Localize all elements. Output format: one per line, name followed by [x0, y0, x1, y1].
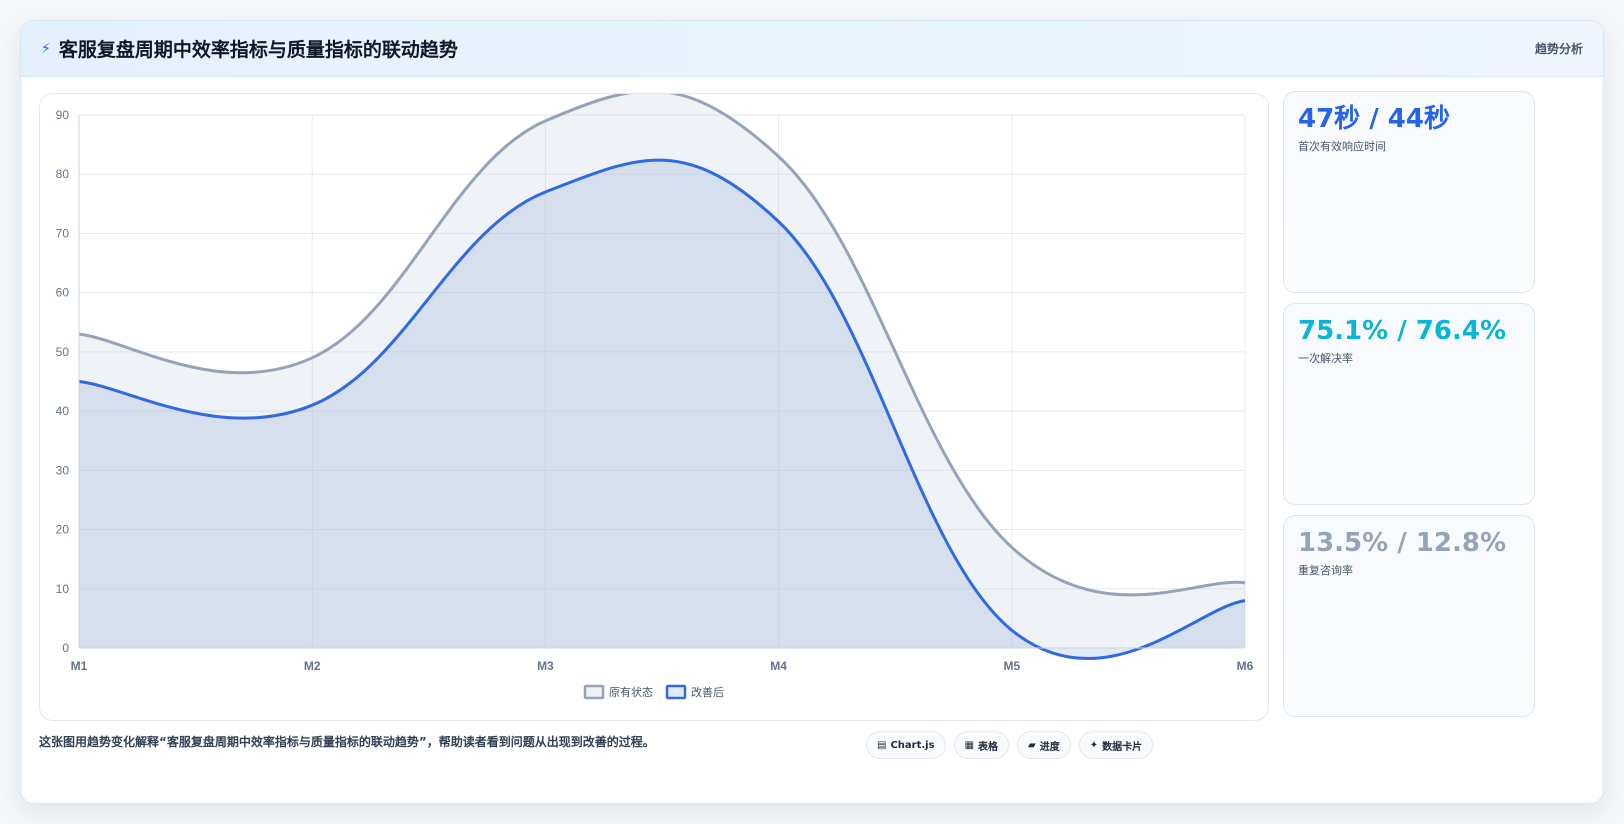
chart-panel: 0 10 20 30 40 50 60 70 80 90 M1 M2 M3 M4 M5 M6 原有状态 改善后 [39, 89, 1269, 721]
y-tick-label: 60 [56, 286, 70, 300]
chip-table[interactable]: ▦ 表格 [953, 731, 1010, 759]
card-header: ⚡ 客服复盘周期中效率指标与质量指标的联动趋势 趋势分析 [21, 21, 1603, 77]
progress-icon: ▰ [1028, 739, 1036, 751]
chart-card: ⚡ 客服复盘周期中效率指标与质量指标的联动趋势 趋势分析 0 10 20 30 40 50… [20, 20, 1604, 804]
x-tick-label: M2 [304, 659, 321, 673]
y-tick-label: 50 [56, 345, 70, 359]
tech-chips: ▤ Chart.js ▦ 表格 ▰ 进度 ✦ 数据卡片 [866, 731, 1154, 759]
y-tick-label: 90 [56, 108, 70, 122]
metric-label: 一次解决率 [1298, 352, 1353, 365]
series-line [78, 158, 1246, 661]
series-area [79, 91, 1245, 649]
y-tick-label: 40 [56, 404, 70, 418]
metric-value: 75.1% / 76.4% [1298, 316, 1506, 346]
chip-label: 进度 [1039, 741, 1060, 753]
chip-label: 数据卡片 [1102, 741, 1143, 753]
chart-icon: ▤ [877, 739, 887, 751]
chip-chartjs[interactable]: ▤ Chart.js [866, 731, 946, 759]
y-tick-label: 80 [56, 167, 70, 181]
legend-swatch [665, 684, 687, 700]
y-tick-label: 30 [56, 463, 70, 477]
y-tick-label: 10 [56, 582, 70, 596]
metric-label: 重复咨询率 [1298, 564, 1353, 577]
metric-card-response-time: 47秒 / 44秒 首次有效响应时间 [1283, 91, 1535, 293]
metric-value: 13.5% / 12.8% [1298, 528, 1506, 558]
series-line [78, 89, 1246, 597]
chip-progress[interactable]: ▰ 进度 [1017, 731, 1071, 759]
chart-title: 客服复盘周期中效率指标与质量指标的联动趋势 [58, 39, 458, 61]
y-tick-label: 0 [62, 641, 69, 655]
trend-analysis-tag[interactable]: 趋势分析 [1534, 42, 1583, 56]
metric-card-repeat-rate: 13.5% / 12.8% 重复咨询率 [1283, 515, 1535, 717]
legend-swatch [583, 684, 605, 700]
table-icon: ▦ [964, 739, 975, 751]
x-tick-label: M4 [770, 659, 787, 673]
chart-caption: 这张图用趋势变化解释“客服复盘周期中效率指标与质量指标的联动趋势”，帮助读者看到… [39, 735, 655, 749]
chip-data-card[interactable]: ✦ 数据卡片 [1078, 731, 1154, 759]
y-tick-label: 70 [56, 226, 70, 240]
legend-label: 原有状态 [609, 685, 653, 699]
metric-card-resolution-rate: 75.1% / 76.4% 一次解决率 [1283, 303, 1535, 505]
x-tick-label: M6 [1237, 659, 1254, 673]
y-tick-label: 20 [56, 523, 70, 537]
card-icon: ✦ [1089, 739, 1099, 751]
x-tick-label: M5 [1003, 659, 1020, 673]
x-tick-label: M3 [537, 659, 554, 673]
chip-label: Chart.js [890, 739, 935, 751]
x-tick-label: M1 [71, 659, 88, 673]
legend-label: 改善后 [691, 685, 724, 699]
chip-label: 表格 [978, 741, 999, 753]
lightning-icon: ⚡ [41, 40, 51, 57]
metric-value: 47秒 / 44秒 [1298, 104, 1450, 134]
series-area [79, 160, 1245, 659]
area-chart: 0 10 20 30 40 50 60 70 80 90 M1 M2 M3 M4 M5 M6 原有状态 改善后 [56, 89, 1254, 700]
metric-label: 首次有效响应时间 [1298, 140, 1386, 153]
